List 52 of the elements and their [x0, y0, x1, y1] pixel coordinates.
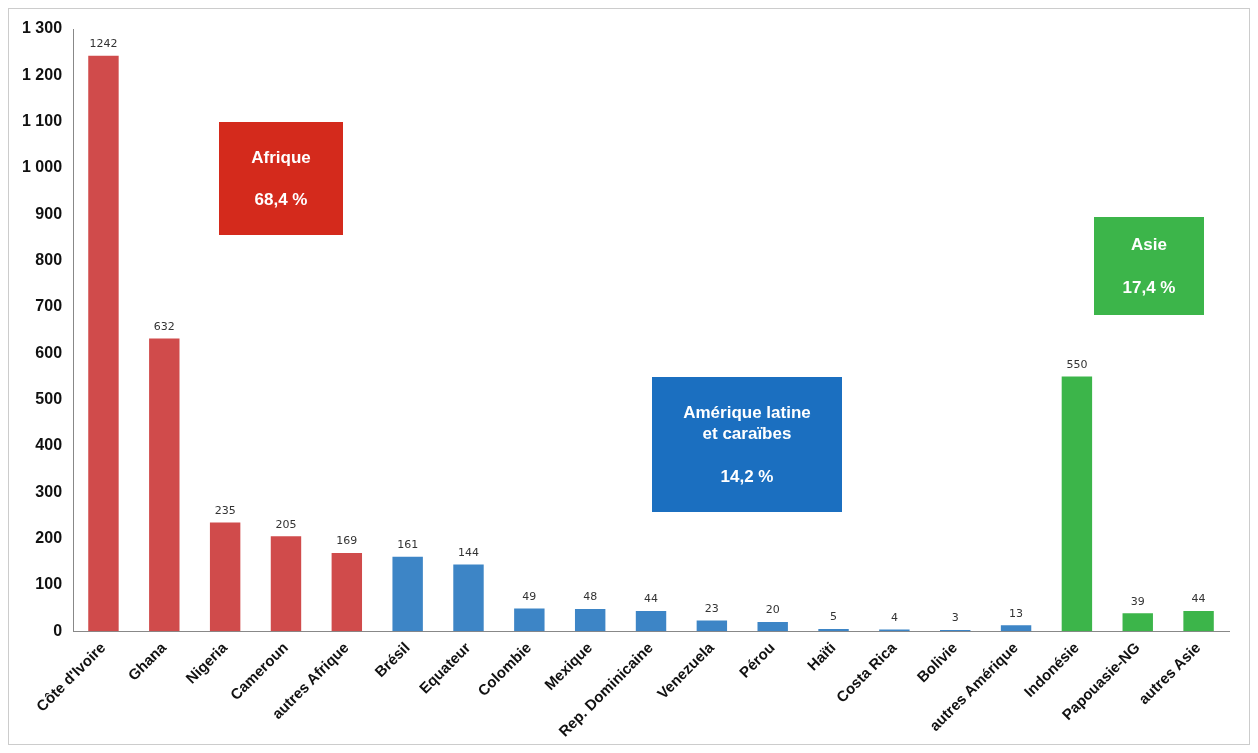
bar	[149, 338, 180, 632]
data-label: 20	[765, 603, 780, 617]
y-tick-label: 1 100	[21, 112, 63, 130]
data-label: 144	[458, 545, 479, 559]
y-tick-label: 600	[35, 343, 63, 361]
y-tick-label: 1 000	[21, 158, 63, 176]
y-tick-label: 0	[53, 621, 63, 639]
data-label: 5	[830, 610, 838, 624]
bar	[635, 610, 667, 632]
y-tick-label: 400	[35, 436, 63, 454]
bar	[1122, 613, 1153, 632]
bar	[392, 556, 423, 632]
data-label: 44	[644, 592, 659, 606]
data-label: 169	[336, 534, 358, 548]
data-label: 39	[1130, 594, 1145, 608]
data-label: 161	[397, 538, 419, 552]
y-tick-label: 800	[35, 251, 63, 269]
y-tick-label: 1 200	[21, 65, 63, 83]
data-label: 235	[214, 503, 236, 517]
y-tick-label: 300	[35, 482, 63, 500]
bar	[453, 564, 484, 632]
y-tick-label: 100	[35, 575, 63, 593]
bar	[209, 522, 241, 632]
y-tick-label: 700	[35, 297, 63, 315]
bar	[1061, 376, 1093, 632]
bar	[574, 609, 606, 632]
label-box: Amérique latine et caraïbes 14,2 %	[652, 377, 842, 512]
label-box: Afrique 68,4 %	[219, 122, 343, 235]
bar	[1183, 610, 1214, 632]
data-label: 205	[275, 517, 297, 531]
y-tick-label: 500	[35, 390, 63, 408]
data-label: 632	[153, 319, 175, 333]
data-label: 13	[1009, 606, 1024, 620]
bar	[696, 620, 728, 632]
data-label: 23	[704, 601, 719, 615]
bar	[88, 55, 119, 632]
data-label: 550	[1066, 357, 1088, 371]
bar	[514, 608, 545, 632]
data-label: 3	[951, 611, 959, 625]
y-tick-label: 900	[35, 204, 63, 222]
data-label: 48	[583, 590, 598, 604]
data-label: 44	[1191, 592, 1206, 606]
bar	[1000, 625, 1032, 632]
data-label: 1242	[89, 37, 118, 51]
y-tick-label: 200	[35, 529, 63, 547]
data-label: 4	[890, 610, 898, 624]
bar	[757, 622, 788, 632]
bar	[270, 536, 302, 632]
label-box: Asie 17,4 %	[1094, 217, 1204, 315]
data-label: 49	[522, 589, 537, 603]
bar	[331, 552, 363, 632]
y-tick-label: 1 300	[21, 19, 63, 37]
